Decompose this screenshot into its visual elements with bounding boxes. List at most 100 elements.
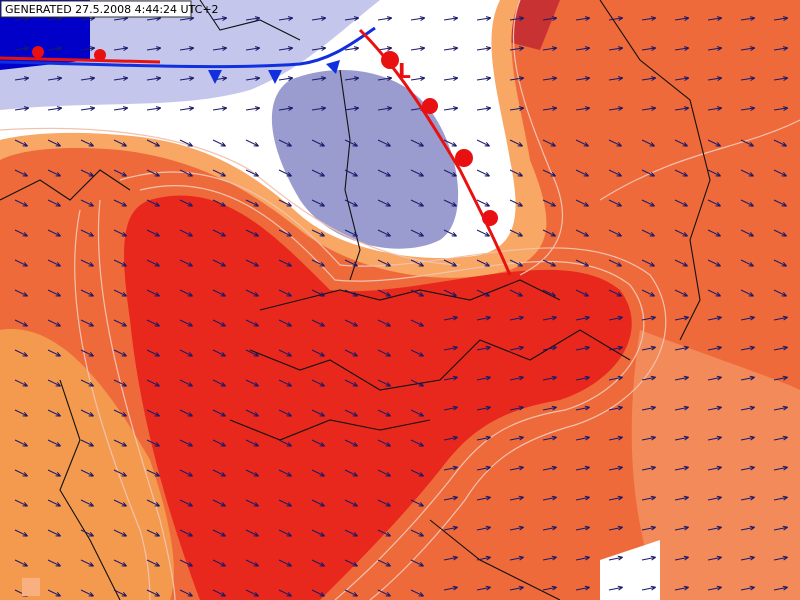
wind-arrow	[113, 199, 127, 207]
wind-arrow	[179, 139, 193, 147]
wind-arrow	[641, 375, 657, 381]
border	[599, 0, 711, 341]
wind-arrow	[212, 469, 226, 477]
wind-arrow	[344, 529, 358, 537]
wind-arrow	[740, 106, 756, 111]
wind-arrow	[773, 76, 789, 81]
wind-arrow	[377, 499, 391, 507]
wind-arrow	[410, 559, 424, 567]
wind-arrow	[311, 559, 325, 567]
wind-arrow	[80, 106, 96, 111]
wind-arrow	[575, 229, 589, 237]
wind-arrow	[575, 106, 591, 111]
wind-arrow	[245, 559, 259, 567]
occluded-line	[0, 56, 161, 64]
wind-arrow	[410, 469, 424, 477]
wind-arrow	[575, 139, 589, 147]
wind-arrow	[278, 16, 294, 21]
wind-arrow	[509, 289, 523, 297]
wind-arrow	[509, 585, 525, 591]
wind-arrow	[212, 46, 228, 51]
wind-arrow	[443, 405, 459, 411]
wind-arrow	[641, 139, 655, 147]
wind-arrow	[113, 529, 127, 537]
wind-arrow	[707, 495, 723, 501]
wind-arrow	[641, 315, 657, 321]
wind-arrow	[509, 169, 523, 177]
wind-arrow	[410, 439, 424, 447]
wind-arrow	[707, 169, 721, 177]
wind-arrow	[641, 199, 655, 207]
wind-arrow	[608, 495, 624, 501]
wind-arrow	[641, 289, 655, 297]
wind-arrow	[377, 439, 391, 447]
wind-arrow	[212, 16, 228, 21]
wind-arrow	[773, 525, 789, 531]
wind-arrow	[443, 46, 459, 51]
wind-arrow	[608, 375, 624, 381]
wind-arrow	[80, 529, 94, 537]
wind-arrow	[47, 139, 61, 147]
wind-arrow	[146, 439, 160, 447]
wind-arrow	[311, 16, 327, 21]
wind-arrow	[443, 315, 459, 321]
wind-arrow	[311, 76, 327, 81]
wind-arrow	[542, 555, 558, 561]
wind-arrow	[707, 259, 721, 267]
wind-arrow	[80, 289, 94, 297]
wind-arrow	[740, 345, 756, 351]
wind-arrow	[443, 199, 457, 207]
wind-arrow	[740, 259, 754, 267]
wind-arrow	[575, 405, 591, 411]
wind-arrow	[674, 199, 688, 207]
isoline	[119, 171, 667, 600]
wind-arrow	[674, 289, 688, 297]
wind-arrow	[377, 559, 391, 567]
wind-arrow	[377, 319, 391, 327]
wind-arrow	[542, 259, 556, 267]
border	[339, 69, 361, 281]
wind-arrow	[608, 76, 624, 81]
wind-arrow	[245, 469, 259, 477]
wind-arrow	[146, 559, 160, 567]
wind-arrow	[113, 106, 129, 111]
wind-arrow	[443, 465, 459, 471]
wind-arrow	[608, 555, 624, 561]
wind-arrow	[608, 106, 624, 111]
front-symbol	[455, 149, 473, 167]
wind-arrow	[542, 229, 556, 237]
wind-arrow	[476, 76, 492, 81]
wind-arrow	[245, 259, 259, 267]
wind-arrow	[707, 315, 723, 321]
isoline	[512, 0, 564, 276]
wind-arrow	[377, 139, 391, 147]
wind-arrow	[80, 229, 94, 237]
wind-arrow	[476, 289, 490, 297]
wind-arrow	[377, 199, 391, 207]
wind-arrow	[509, 375, 525, 381]
red-core	[124, 195, 632, 600]
wind-arrow	[344, 499, 358, 507]
wind-arrow	[707, 585, 723, 591]
warm-front	[0, 28, 512, 276]
wind-arrow	[641, 46, 657, 51]
wind-arrow	[707, 139, 721, 147]
wind-arrow	[245, 589, 259, 597]
wind-arrow	[773, 289, 787, 297]
wind-arrow	[707, 465, 723, 471]
borders	[0, 0, 711, 600]
wind-arrow	[344, 229, 358, 237]
wind-arrow	[674, 106, 690, 111]
wind-arrow	[14, 139, 28, 147]
wind-arrow	[311, 529, 325, 537]
wind-arrow	[14, 349, 28, 357]
wind-arrow	[443, 16, 459, 21]
wind-arrow	[707, 345, 723, 351]
wind-arrow	[80, 409, 94, 417]
wind-arrow	[146, 529, 160, 537]
wind-arrow	[311, 409, 325, 417]
wind-arrow	[542, 46, 558, 51]
wind-arrow	[278, 46, 294, 51]
